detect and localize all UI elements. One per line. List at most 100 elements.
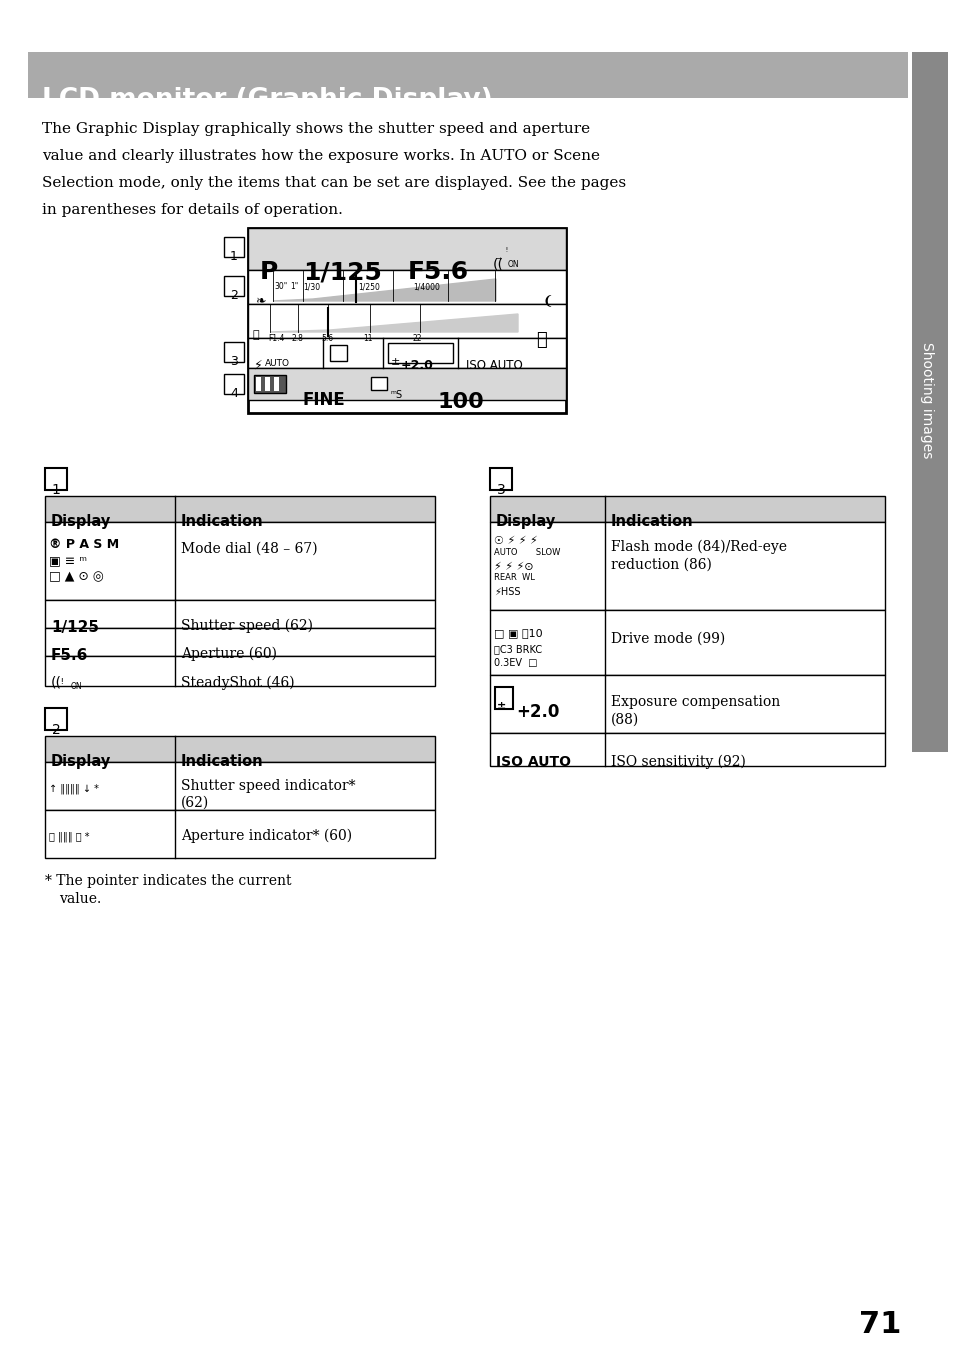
Text: ON: ON (71, 682, 83, 691)
Bar (248, 304, 565, 338)
Bar (45, 600, 435, 628)
Bar (255, 377, 261, 391)
Bar (45, 736, 435, 763)
Text: 30": 30" (274, 282, 287, 291)
Text: ISO AUTO: ISO AUTO (496, 755, 571, 769)
Text: AUTO: AUTO (265, 359, 290, 369)
Bar (490, 611, 884, 675)
Bar (45, 707, 67, 730)
Text: ((: (( (493, 258, 503, 272)
Text: Selection mode, only the items that can be set are displayed. See the pages: Selection mode, only the items that can … (42, 176, 625, 190)
Text: 2: 2 (51, 724, 60, 737)
Text: ᵎ: ᵎ (504, 246, 506, 256)
Text: F1.4: F1.4 (268, 334, 284, 343)
Bar (330, 346, 347, 360)
Text: ❧: ❧ (254, 295, 265, 307)
Bar (45, 763, 435, 810)
Bar (911, 52, 947, 752)
Text: 3: 3 (497, 483, 505, 498)
Text: ⛰ ‖‖‖ ⛰ *: ⛰ ‖‖‖ ⛰ * (49, 833, 90, 842)
Text: Drive mode (99): Drive mode (99) (610, 632, 724, 646)
Text: 3: 3 (230, 355, 237, 369)
Text: Indication: Indication (181, 755, 263, 769)
Text: 1/4000: 1/4000 (413, 282, 439, 291)
Text: 71: 71 (858, 1310, 901, 1340)
Bar (45, 496, 435, 522)
Text: ⚡: ⚡ (253, 359, 262, 373)
Text: ⚡HSS: ⚡HSS (494, 586, 520, 597)
Text: reduction (86): reduction (86) (610, 558, 711, 572)
Text: 1/125: 1/125 (303, 260, 381, 284)
Text: LCD monitor (Graphic Display): LCD monitor (Graphic Display) (42, 87, 493, 113)
Text: □ ▲ ⊙ ◎: □ ▲ ⊙ ◎ (49, 570, 104, 582)
Bar (45, 468, 67, 490)
Text: ±: ± (497, 701, 506, 712)
Text: ON: ON (507, 260, 519, 269)
Text: FINE: FINE (303, 391, 345, 409)
Text: ((ᵎ: ((ᵎ (51, 677, 65, 690)
Text: 5.6: 5.6 (320, 334, 333, 343)
Text: ᵐS: ᵐS (391, 390, 403, 399)
Bar (248, 270, 565, 304)
Bar (490, 496, 884, 522)
Text: 1: 1 (51, 483, 60, 498)
Text: Indication: Indication (181, 514, 263, 529)
Text: 11: 11 (363, 334, 372, 343)
Text: The Graphic Display graphically shows the shutter speed and aperture: The Graphic Display graphically shows th… (42, 122, 590, 136)
Bar (490, 522, 884, 611)
Bar (28, 52, 907, 98)
Text: 1/250: 1/250 (357, 282, 379, 291)
Text: Exposure compensation: Exposure compensation (610, 695, 780, 709)
Text: 4: 4 (230, 387, 237, 399)
Bar (45, 628, 435, 656)
Bar (45, 522, 435, 600)
Bar (224, 237, 244, 257)
Text: Display: Display (51, 514, 112, 529)
Bar (45, 656, 435, 686)
Text: ® P A S M: ® P A S M (49, 538, 119, 551)
Text: Indication: Indication (610, 514, 693, 529)
Text: 100: 100 (437, 391, 484, 412)
Text: P: P (260, 260, 278, 284)
Bar (224, 276, 244, 296)
Text: ±: ± (391, 356, 400, 367)
Bar (224, 342, 244, 362)
Bar (495, 687, 513, 709)
Text: +2.0: +2.0 (516, 703, 558, 721)
Text: 1/30: 1/30 (303, 282, 320, 291)
Text: ⌛C3 BRKC: ⌛C3 BRKC (494, 644, 541, 654)
Text: AUTO       SLOW: AUTO SLOW (494, 547, 559, 557)
Text: REAR  WL: REAR WL (494, 573, 535, 582)
Polygon shape (270, 313, 517, 332)
Text: F5.6: F5.6 (408, 260, 469, 284)
Text: ⚡ ⚡ ⚡⊙: ⚡ ⚡ ⚡⊙ (494, 562, 533, 572)
Text: value and clearly illustrates how the exposure works. In AUTO or Scene: value and clearly illustrates how the ex… (42, 149, 599, 163)
Text: SteadyShot (46): SteadyShot (46) (181, 677, 294, 690)
Text: (62): (62) (181, 796, 209, 810)
Text: Shooting images: Shooting images (919, 342, 933, 459)
Text: Display: Display (51, 755, 112, 769)
Text: value.: value. (59, 892, 101, 907)
Polygon shape (273, 278, 496, 301)
Text: Display: Display (496, 514, 556, 529)
Text: ↑ ‖‖‖‖ ↓ *: ↑ ‖‖‖‖ ↓ * (49, 784, 99, 795)
Bar (248, 229, 565, 270)
Text: 22: 22 (413, 334, 422, 343)
Bar (224, 374, 244, 394)
Bar (490, 733, 884, 767)
Bar (490, 675, 884, 733)
Bar (490, 468, 512, 490)
Text: ⛰: ⛰ (536, 331, 546, 348)
Text: □ ▣ ⌛10: □ ▣ ⌛10 (494, 628, 542, 638)
Text: ❨: ❨ (542, 295, 553, 307)
Bar (253, 375, 286, 393)
Text: ▣ ≡ ᵐ: ▣ ≡ ᵐ (49, 554, 87, 568)
Text: F5.6: F5.6 (51, 648, 89, 663)
Text: Shutter speed (62): Shutter speed (62) (181, 619, 313, 633)
Text: Aperture (60): Aperture (60) (181, 647, 276, 662)
Text: ISO sensitivity (92): ISO sensitivity (92) (610, 755, 745, 769)
Bar (45, 810, 435, 858)
Text: 1: 1 (230, 250, 237, 264)
Text: +2.0: +2.0 (400, 359, 434, 373)
Text: in parentheses for details of operation.: in parentheses for details of operation. (42, 203, 342, 217)
